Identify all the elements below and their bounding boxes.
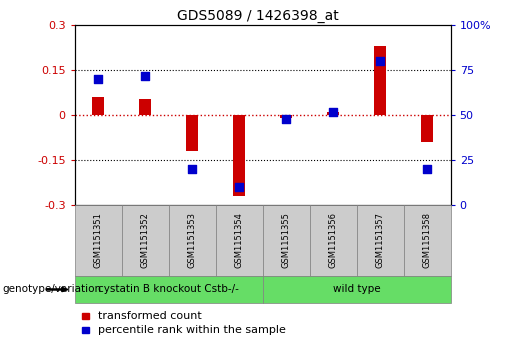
Text: percentile rank within the sample: percentile rank within the sample [98,325,286,335]
Bar [374,46,386,115]
Text: transformed count: transformed count [98,311,201,321]
Bar [421,115,433,142]
Text: GSM1151357: GSM1151357 [375,212,385,269]
Bar [139,99,151,115]
Bar [92,97,104,115]
Text: GSM1151358: GSM1151358 [423,212,432,269]
Text: GSM1151356: GSM1151356 [329,212,338,269]
Text: wild type: wild type [333,285,381,294]
Text: GSM1151355: GSM1151355 [282,213,290,268]
Point [282,116,290,122]
Bar [280,115,292,118]
Text: GSM1151353: GSM1151353 [187,212,197,269]
Text: GDS5089 / 1426398_at: GDS5089 / 1426398_at [177,9,338,23]
Point [235,184,243,190]
Text: GSM1151352: GSM1151352 [141,213,150,268]
Point [94,76,102,82]
Text: cystatin B knockout Cstb-/-: cystatin B knockout Cstb-/- [98,285,239,294]
Point [423,166,431,172]
Bar [233,115,245,196]
Point [376,58,384,64]
Bar [186,115,198,151]
Bar [327,112,339,115]
Text: GSM1151354: GSM1151354 [235,213,244,268]
Point [329,109,337,115]
Text: genotype/variation: genotype/variation [3,285,101,294]
Text: GSM1151351: GSM1151351 [94,213,102,268]
Point [188,166,196,172]
Point [141,73,149,79]
